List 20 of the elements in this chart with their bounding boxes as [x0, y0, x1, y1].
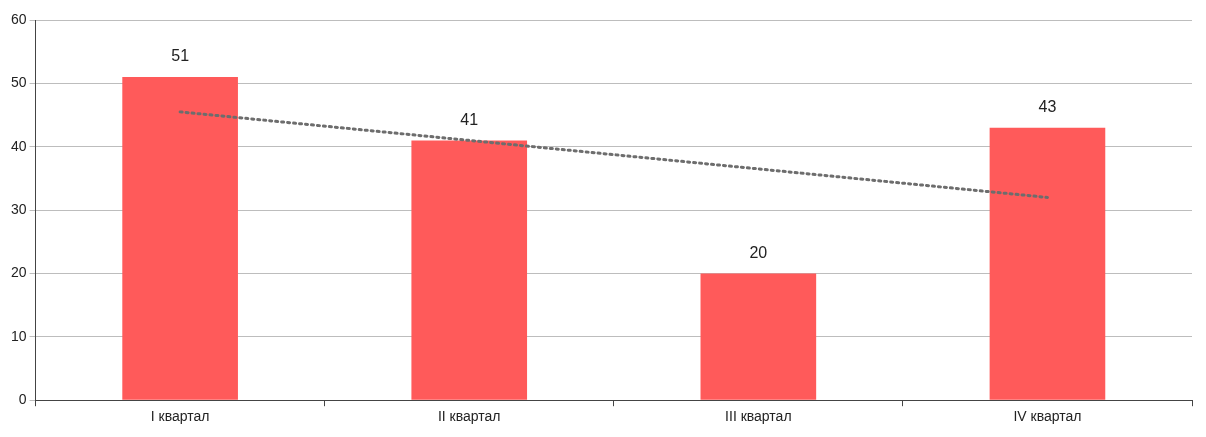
y-tick-label: 60: [10, 10, 27, 27]
bar: [411, 140, 528, 400]
x-tick-label: I квартал: [150, 408, 210, 425]
data-label: 41: [460, 110, 479, 128]
x-tick-label: II квартал: [437, 408, 501, 425]
data-label: 20: [749, 243, 768, 261]
y-tick-label: 40: [10, 137, 27, 154]
y-tick-label: 10: [10, 327, 27, 344]
y-tick-label: 30: [10, 200, 27, 217]
y-tick-label: 20: [10, 264, 27, 281]
data-label: 51: [171, 47, 190, 65]
x-tick-label: IV квартал: [1013, 408, 1082, 425]
bar: [989, 127, 1106, 400]
x-tick-label: III квартал: [725, 408, 792, 425]
y-tick-label: 0: [18, 391, 27, 408]
y-tick-label: 50: [10, 74, 27, 91]
line-series: [178, 110, 1049, 199]
data-label: 43: [1038, 98, 1057, 116]
bar: [700, 273, 817, 400]
bar: [122, 77, 238, 400]
